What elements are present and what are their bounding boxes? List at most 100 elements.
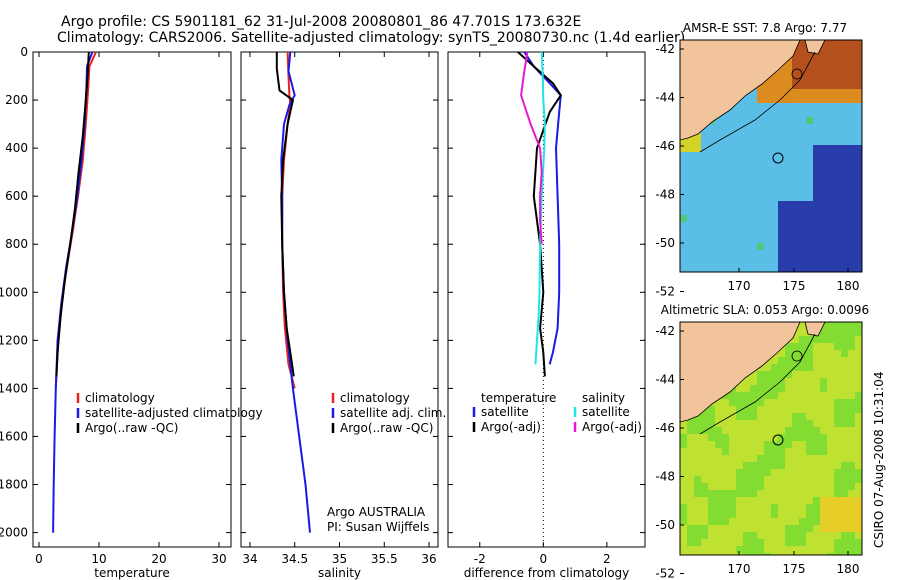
map-pixel: [834, 532, 842, 540]
map-pixel: [757, 243, 765, 251]
map-pixel: [687, 490, 695, 498]
map-pixel: [827, 434, 835, 442]
map-pixel: [715, 236, 723, 244]
map-pixel: [841, 455, 849, 463]
map-pixel: [813, 89, 821, 97]
map-pixel: [687, 187, 695, 195]
map-pixel: [771, 357, 779, 365]
map-pixel: [750, 264, 758, 272]
map-pixel: [687, 497, 695, 505]
map-pixel: [834, 40, 842, 48]
map-pixel: [848, 243, 856, 251]
map-pixel: [757, 371, 765, 379]
map-pixel: [806, 420, 814, 428]
map-pixel: [722, 229, 730, 237]
map-pixel: [750, 385, 758, 393]
map-pixel: [848, 476, 856, 484]
map-y-tick-label: -46: [655, 139, 675, 153]
map-pixel: [848, 138, 856, 146]
map-pixel: [848, 264, 856, 272]
map-pixel: [848, 103, 856, 111]
map-pixel: [729, 469, 737, 477]
map-pixel: [764, 406, 772, 414]
map-pixel: [806, 455, 814, 463]
map-pixel: [792, 236, 800, 244]
map-pixel: [820, 371, 828, 379]
map-pixel: [757, 152, 765, 160]
map-pixel: [764, 441, 772, 449]
map-pixel: [701, 504, 709, 512]
map-pixel: [750, 483, 758, 491]
map-pixel: [736, 152, 744, 160]
map-pixel: [771, 201, 779, 209]
map-pixel: [764, 399, 772, 407]
map-pixel: [827, 68, 835, 76]
map-pixel: [743, 194, 751, 202]
map-pixel: [806, 180, 814, 188]
map-pixel: [848, 378, 856, 386]
map-pixel: [764, 427, 772, 435]
map-pixel: [785, 392, 793, 400]
map-pixel: [813, 194, 821, 202]
map-frame: [679, 39, 863, 273]
map-pixel: [799, 504, 807, 512]
map-pixel: [680, 187, 688, 195]
map-pixel: [764, 518, 772, 526]
map-pixel: [708, 264, 716, 272]
map-pixel: [736, 201, 744, 209]
map-pixel: [715, 490, 723, 498]
map-pixel: [841, 173, 849, 181]
map-pixel: [792, 469, 800, 477]
annotation-line: PI: Susan Wijffels: [327, 520, 429, 534]
map-pixel: [694, 434, 702, 442]
map-pixel: [757, 89, 765, 97]
map-pixel: [708, 525, 716, 533]
map-pixel: [715, 525, 723, 533]
map-pixel: [841, 406, 849, 414]
map-pixel: [694, 546, 702, 554]
map-pixel: [855, 152, 862, 160]
y-tick-label: 600: [5, 189, 28, 203]
map-pixel: [729, 194, 737, 202]
map-pixel: [792, 96, 800, 104]
map-pixel: [855, 511, 862, 519]
map-pixel: [848, 406, 856, 414]
map-pixel: [701, 194, 709, 202]
map-pixel: [771, 483, 779, 491]
map-pixel: [757, 378, 765, 386]
map-pixel: [848, 420, 856, 428]
contour-circle: [791, 68, 803, 80]
map-pixel: [715, 399, 723, 407]
map-pixel: [841, 250, 849, 258]
map-pixel: [813, 257, 821, 265]
map-pixel: [792, 131, 800, 139]
map-pixel: [799, 166, 807, 174]
map-pixel: [841, 525, 849, 533]
map-pixel: [701, 539, 709, 547]
map-pixel: [771, 173, 779, 181]
map-pixel: [708, 420, 716, 428]
map-pixel: [813, 236, 821, 244]
map-pixel: [855, 96, 862, 104]
map-pixel: [813, 371, 821, 379]
map-pixel: [778, 229, 786, 237]
x-tick-label: 34: [242, 552, 257, 566]
map-pixel: [687, 483, 695, 491]
map-pixel: [855, 462, 862, 470]
map-pixel: [771, 518, 779, 526]
map-pixel: [834, 448, 842, 456]
map-pixel: [736, 229, 744, 237]
map-pixel: [757, 427, 765, 435]
map-pixel: [778, 187, 786, 195]
map-pixel: [785, 427, 793, 435]
map-pixel: [785, 166, 793, 174]
map-pixel: [722, 152, 730, 160]
map-pixel: [729, 131, 737, 139]
map-pixel: [715, 131, 723, 139]
map-pixel: [764, 110, 772, 118]
map-pixel: [722, 166, 730, 174]
legend-label: satellite: [582, 405, 630, 419]
map-pixel: [827, 236, 835, 244]
map-pixel: [820, 532, 828, 540]
